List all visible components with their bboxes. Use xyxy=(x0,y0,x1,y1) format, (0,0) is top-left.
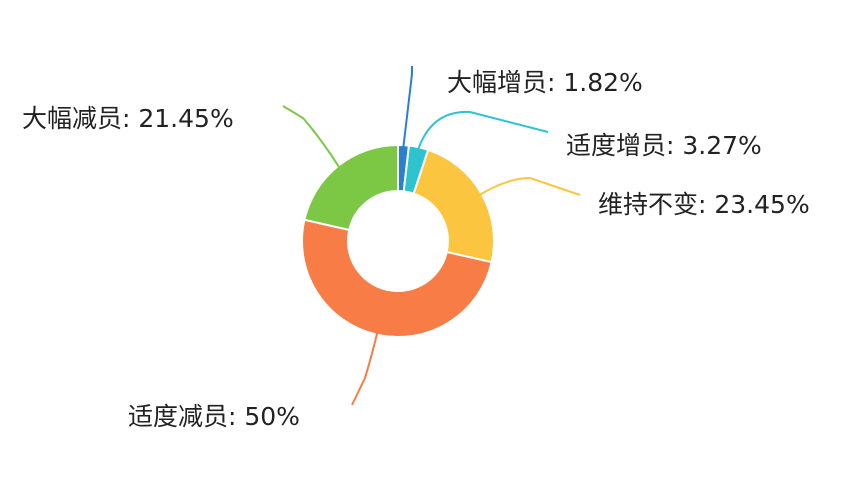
leader-lines-layer xyxy=(282,66,581,406)
leader-line xyxy=(351,332,379,406)
slices-layer xyxy=(301,143,495,338)
labels-layer: 大幅增员: 1.82% 适度增员: 3.27% 维持不变: 23.45% 适度减员: … xyxy=(22,68,810,431)
slice-label: 大幅减员: 21.45% xyxy=(22,104,234,133)
slice-label: 适度增员: 3.27% xyxy=(566,131,762,160)
slice-label: 大幅增员: 1.82% xyxy=(447,68,643,97)
pie-slice xyxy=(303,143,399,232)
leader-line xyxy=(417,110,549,150)
slice-label: 适度减员: 50% xyxy=(128,402,300,431)
leader-line xyxy=(402,66,413,148)
pie-slice xyxy=(412,148,495,264)
leader-line xyxy=(282,105,341,169)
pie-slice xyxy=(301,218,493,338)
slice-label: 维持不变: 23.45% xyxy=(598,190,810,219)
leader-line xyxy=(479,176,581,196)
